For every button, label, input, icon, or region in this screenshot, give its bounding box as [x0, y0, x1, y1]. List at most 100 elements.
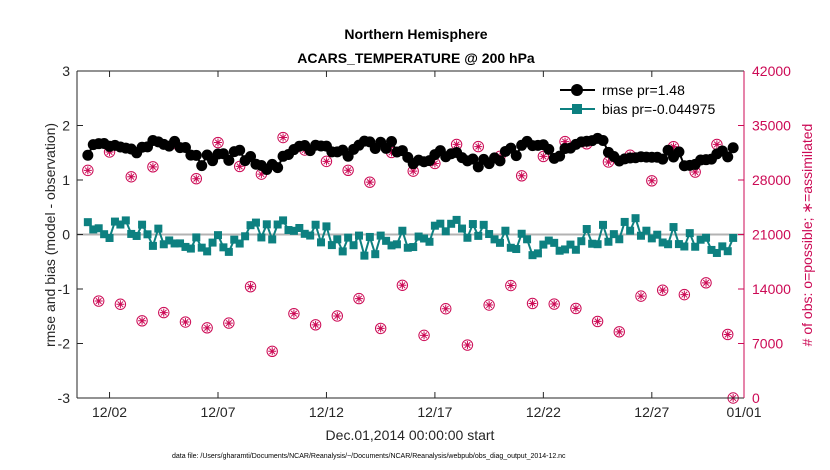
bias-point	[674, 240, 683, 249]
bias-point	[631, 214, 640, 223]
right-y-axis: 0 7000 14000 21000 28000 35000 42000	[738, 63, 791, 406]
obs-possible-marker	[526, 297, 539, 310]
rmse-point	[722, 151, 734, 163]
obs-assimilated-marker	[485, 301, 494, 310]
bias-point	[615, 235, 624, 244]
bias-point	[425, 237, 434, 246]
bias-point	[192, 233, 201, 242]
bias-point	[257, 233, 266, 242]
x-tick-label: 12/22	[526, 404, 561, 420]
bias-point	[485, 230, 494, 239]
y-axis-label-left: rmse and bias (model - observation)	[42, 123, 58, 347]
bias-point	[284, 226, 293, 235]
rmse-point	[510, 150, 522, 162]
bias-point	[718, 242, 727, 251]
bias-point	[550, 238, 559, 247]
bias-point	[680, 242, 689, 251]
rmse-point	[234, 144, 246, 156]
obs-assimilated-marker	[452, 140, 461, 149]
bias-point	[403, 243, 412, 252]
bias-point	[311, 220, 320, 229]
obs-assimilated-marker	[441, 304, 450, 313]
obs-assimilated-marker	[181, 318, 190, 327]
obs-assimilated-marker	[127, 172, 136, 181]
bias-point	[268, 235, 277, 244]
obs-assimilated-marker	[376, 324, 385, 333]
bias-point	[246, 221, 255, 230]
bias-point	[707, 245, 716, 254]
obs-possible-marker	[353, 292, 365, 305]
right-y-tick-label: 42000	[752, 63, 791, 79]
bias-point	[712, 248, 721, 257]
obs-assimilated-marker	[105, 147, 114, 156]
obs-possible-marker	[396, 279, 409, 291]
rmse-point	[597, 134, 609, 146]
x-tick-label: 12/27	[634, 404, 669, 420]
obs-possible-marker	[212, 136, 224, 149]
bias-point	[365, 232, 374, 241]
obs-possible-marker	[570, 302, 582, 315]
obs-assimilated-marker	[593, 317, 602, 326]
rmse-point	[245, 150, 257, 162]
bias-point	[414, 232, 423, 241]
obs-possible-marker	[136, 315, 148, 327]
rmse-point	[543, 143, 555, 155]
rmse-point	[190, 149, 202, 161]
x-tick-label: 12/17	[417, 404, 452, 420]
rmse-point	[673, 146, 685, 158]
obs-assimilated-marker	[116, 300, 125, 309]
obs-possible-marker	[364, 176, 376, 188]
obs-assimilated-marker	[669, 142, 678, 151]
obs-assimilated-marker	[203, 323, 212, 332]
bias-point	[664, 240, 673, 249]
bias-point	[360, 251, 369, 260]
obs-assimilated-marker	[636, 292, 645, 301]
obs-possible-marker	[147, 161, 159, 173]
bias-point	[729, 233, 738, 242]
obs-assimilated-marker	[333, 311, 342, 320]
bias-point	[121, 216, 130, 225]
obs-possible-marker	[722, 328, 734, 341]
obs-possible-marker	[700, 277, 712, 289]
legend-rmse-marker	[571, 84, 583, 96]
obs-possible-marker	[646, 175, 658, 187]
bias-point	[463, 233, 472, 242]
bias-point	[110, 217, 119, 226]
bias-point	[577, 237, 586, 246]
obs-assimilated-marker	[138, 316, 147, 325]
rmse-series	[82, 132, 739, 175]
bias-point	[636, 231, 645, 240]
footnote: data file: /Users/gharamti/Documents/NCA…	[172, 453, 566, 460]
bias-point	[159, 240, 168, 249]
obs-assimilated-marker	[224, 319, 233, 328]
bias-point	[468, 220, 477, 229]
obs-assimilated-marker	[680, 290, 689, 299]
bias-point	[691, 242, 700, 251]
bias-point	[241, 232, 250, 241]
obs-possible-marker	[678, 288, 691, 301]
left-y-axis: -3 -2 -1 0 1 2 3	[58, 63, 83, 406]
bias-point	[203, 247, 212, 256]
bias-point	[561, 245, 570, 254]
bias-point	[669, 223, 678, 232]
bias-point	[696, 235, 705, 244]
obs-possible-marker	[158, 306, 170, 319]
bias-point	[495, 238, 504, 247]
bias-point	[132, 231, 141, 240]
obs-possible-marker	[342, 164, 354, 177]
obs-assimilated-marker	[268, 347, 277, 356]
obs-assimilated-marker	[420, 331, 429, 340]
bias-point	[599, 220, 608, 229]
bias-point	[116, 220, 125, 229]
obs-possible-marker	[374, 322, 387, 335]
obs-possible-marker	[461, 339, 474, 351]
rmse-point	[179, 142, 191, 154]
right-y-tick-label: 0	[752, 390, 760, 406]
bias-point	[588, 239, 597, 248]
obs-assimilated-marker	[463, 341, 472, 350]
x-tick-label: 12/12	[309, 404, 344, 420]
bias-point	[127, 229, 136, 238]
obs-assimilated-marker	[723, 330, 732, 339]
bias-point	[376, 231, 385, 240]
